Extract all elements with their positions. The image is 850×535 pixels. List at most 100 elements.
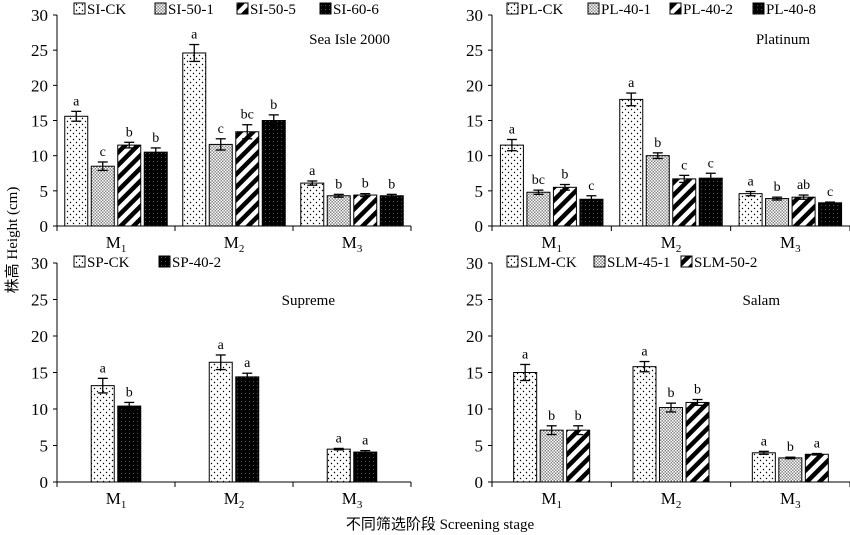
bar [499,144,524,227]
legend-label: SLM-50-2 [694,255,757,271]
y-tick-label: 10 [466,400,483,419]
significance-letter: c [681,158,687,173]
significance-letter: a [191,28,198,43]
significance-letter: b [126,125,133,140]
y-tick-label: 15 [31,112,48,131]
legend-label: SP-CK [87,255,130,271]
y-tick-label: 30 [466,254,483,273]
y-tick-label: 0 [40,217,49,236]
significance-letter: b [575,409,582,424]
significance-letter: c [827,185,833,200]
significance-letter: a [362,434,369,449]
bar [143,151,168,227]
legend-label: SLM-45-1 [607,255,670,271]
bar [513,372,538,483]
y-tick-label: 25 [31,41,48,60]
legend-swatch [506,255,519,268]
significance-letter: a [761,434,768,449]
bar [117,144,142,227]
y-tick-label: 0 [475,217,484,236]
y-tick-label: 10 [31,147,48,166]
y-tick-label: 20 [466,327,483,346]
y-tick-label: 0 [475,473,484,492]
y-tick-label: 25 [31,291,48,310]
legend-label: SLM-CK [520,255,577,271]
chart-panel: 0 5 10 15 20 25 30 a c b b M1 a c bc b M2 a b b b M3 SI-CK SI-5… [31,2,412,255]
significance-letter: b [694,383,701,398]
y-tick-label: 5 [475,182,484,201]
bar [300,182,325,227]
x-tick-label: M1 [106,233,127,255]
x-tick-label: M3 [780,233,801,255]
bar [791,196,816,227]
significance-letter: ab [797,178,810,193]
significance-letter: b [774,180,781,195]
y-tick-label: 5 [40,437,49,456]
significance-letter: a [73,94,80,109]
y-tick-label: 5 [475,437,484,456]
chart-title: Supreme [282,293,336,309]
bar [353,194,378,227]
significance-letter: b [654,136,661,151]
legend-label: SI-CK [87,2,126,18]
significance-letter: b [388,177,395,192]
y-axis-label: 株高 Height (cm) [4,187,21,294]
significance-letter: a [522,347,529,362]
legend-swatch [73,2,86,15]
legend-label: SP-40-2 [172,255,221,271]
x-tick-label: M2 [224,233,245,255]
chart-panel: 0 5 10 15 20 25 30 a b M1 a a M2 a a M3 SP-CK SP-40-2 Supr… [31,254,412,511]
legend-swatch [73,255,86,268]
bar [672,178,697,227]
y-tick-label: 25 [466,41,483,60]
y-tick-label: 20 [466,76,483,95]
legend-label: SI-50-5 [250,2,296,18]
legend-swatch [506,2,519,15]
bar [326,195,351,227]
significance-letter: a [336,431,343,446]
chart-panel: 0 5 10 15 20 25 30 a b b M1 a b b M2 a b a M3 SLM-CK SLM-45-… [466,254,850,511]
legend-label: PL-40-1 [601,2,651,18]
y-tick-label: 10 [466,147,483,166]
x-tick-label: M3 [342,489,363,511]
significance-letter: b [270,98,277,113]
bar [208,361,233,483]
bar [117,405,142,483]
y-tick-label: 5 [40,182,49,201]
x-tick-label: M2 [224,489,245,511]
significance-letter: a [309,164,316,179]
x-tick-label: M1 [541,233,562,255]
chart-title: Platinum [756,32,811,48]
significance-letter: b [362,177,369,192]
significance-letter: a [100,361,107,376]
significance-letter: a [509,122,516,137]
bar [645,155,670,227]
bar [632,366,657,483]
significance-letter: a [218,338,225,353]
x-tick-label: M2 [661,233,682,255]
y-tick-label: 20 [31,327,48,346]
bar [685,401,710,483]
significance-letter: c [218,122,224,137]
significance-letter: b [561,168,568,183]
significance-letter: bc [241,108,254,123]
bar [235,131,260,227]
bar [818,202,843,227]
significance-letter: c [588,179,594,194]
bar [552,186,577,227]
x-tick-label: M1 [106,489,127,511]
y-tick-label: 25 [466,291,483,310]
bar [208,143,233,227]
bar [659,407,683,483]
bar [64,115,89,227]
bar [765,198,790,227]
significance-letter: bc [532,173,545,188]
significance-letter: b [548,409,555,424]
significance-letter: a [244,356,251,371]
legend-label: SI-60-6 [333,2,379,18]
bar [804,453,829,483]
significance-letter: b [126,385,133,400]
y-tick-label: 10 [31,400,48,419]
